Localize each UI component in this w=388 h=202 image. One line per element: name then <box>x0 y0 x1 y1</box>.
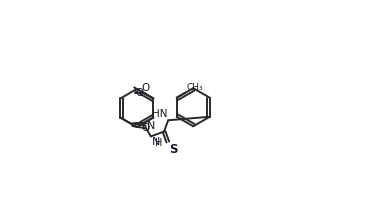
Text: H: H <box>155 138 162 148</box>
Text: HN: HN <box>152 109 167 119</box>
Text: O: O <box>141 83 149 93</box>
Text: N: N <box>152 137 160 147</box>
Text: S: S <box>169 143 177 156</box>
Text: CH₃: CH₃ <box>186 83 203 92</box>
Text: N: N <box>147 121 155 131</box>
Text: O: O <box>141 123 149 133</box>
Text: O: O <box>135 88 143 98</box>
